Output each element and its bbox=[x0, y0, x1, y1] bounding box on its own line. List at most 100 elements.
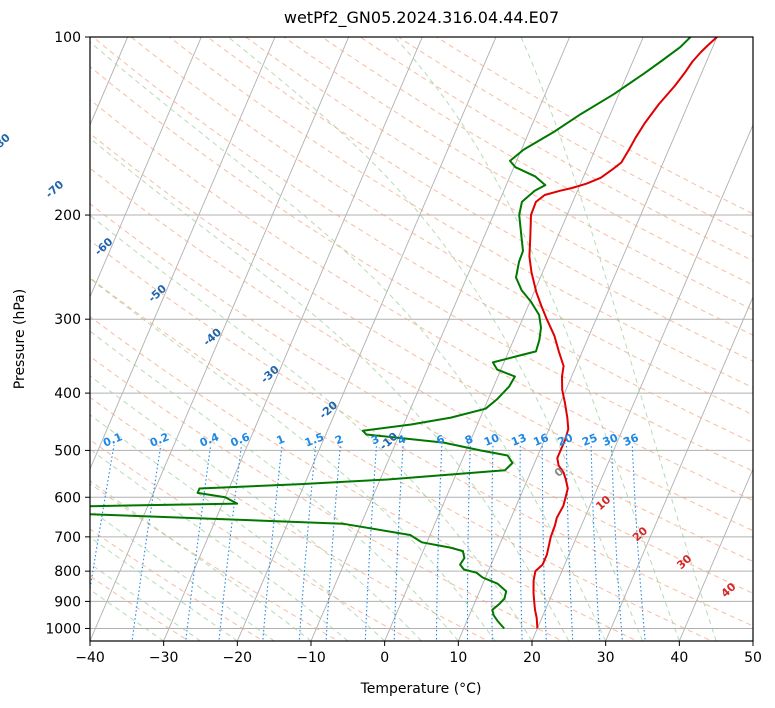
temperature-profile-line bbox=[528, 37, 718, 629]
x-tick-label: −40 bbox=[75, 650, 105, 666]
mixing-ratio-line bbox=[262, 445, 283, 641]
isotherm-label: -30 bbox=[258, 363, 282, 386]
isotherm-line bbox=[163, 37, 423, 641]
mixing-ratio-line bbox=[541, 445, 547, 641]
mixing-ratio-label: 13 bbox=[509, 431, 528, 449]
mixing-ratio-label: 16 bbox=[531, 431, 550, 449]
adiabat-value-label: 10 bbox=[593, 493, 613, 513]
mixing-ratio-line bbox=[590, 445, 601, 641]
moist-adiabat-line bbox=[90, 563, 201, 641]
x-tick-label: 0 bbox=[380, 650, 389, 666]
isotherm-line bbox=[384, 37, 644, 641]
isotherm-label: -40 bbox=[201, 325, 225, 348]
dry-adiabat-line bbox=[92, 37, 753, 444]
isotherm-line bbox=[678, 467, 753, 641]
mixing-ratio-line bbox=[435, 445, 443, 641]
mixing-ratio-line bbox=[519, 445, 523, 641]
moist-adiabat-line bbox=[90, 41, 607, 641]
isotherm-line bbox=[90, 37, 202, 299]
mixing-ratio-label: 6 bbox=[435, 432, 447, 447]
x-tick-label: −30 bbox=[149, 650, 179, 666]
adiabat-value-label: 40 bbox=[719, 580, 739, 600]
moist-adiabat-line bbox=[227, 37, 643, 641]
axes: −40 −30 −20 −10 0 10 20 30 40 5010020030040050060… bbox=[45, 30, 762, 666]
mixing-ratio-label: 3 bbox=[369, 433, 381, 448]
dry-adiabat-line bbox=[90, 239, 753, 627]
mixing-ratio-label: 2 bbox=[333, 433, 345, 448]
moist-adiabat-line bbox=[90, 137, 570, 641]
dry-adiabat-line bbox=[282, 37, 753, 311]
y-tick-label: 500 bbox=[54, 443, 81, 459]
mixing-ratio-label: 36 bbox=[621, 431, 640, 449]
moist-adiabat-line bbox=[520, 37, 717, 641]
dry-adiabat-line bbox=[321, 37, 753, 286]
x-tick-label: 30 bbox=[597, 650, 615, 666]
mixing-ratio-line bbox=[298, 445, 317, 641]
mixing-ratio-label: 25 bbox=[580, 431, 599, 449]
y-axis-label: Pressure (hPa) bbox=[12, 289, 28, 389]
moist-adiabat-line bbox=[90, 414, 386, 641]
moist-adiabat-line bbox=[90, 375, 422, 641]
background-lines bbox=[0, 24, 753, 644]
y-tick-label: 400 bbox=[54, 386, 81, 402]
mixing-ratio-label: 0.1 bbox=[101, 430, 124, 449]
x-tick-label: 10 bbox=[449, 650, 467, 666]
mixing-ratio-line bbox=[466, 445, 471, 641]
x-tick-label: 40 bbox=[670, 650, 688, 666]
dry-adiabat-line bbox=[90, 396, 489, 641]
y-tick-label: 700 bbox=[54, 530, 81, 546]
mixing-ratio-line bbox=[393, 445, 404, 641]
isotherm-line bbox=[605, 295, 753, 641]
mixing-ratio-label: 1.5 bbox=[303, 430, 326, 449]
dry-adiabat-line bbox=[359, 37, 753, 262]
dry-adiabat-line bbox=[168, 37, 753, 389]
mixing-ratio-label: 0.4 bbox=[198, 430, 221, 449]
y-tick-label: 200 bbox=[54, 208, 81, 224]
isotherm-label: -80 bbox=[0, 131, 13, 154]
moist-adiabat-line bbox=[90, 214, 533, 641]
mixing-ratio-line bbox=[631, 445, 646, 641]
mixing-ratio-line bbox=[325, 445, 341, 641]
x-tick-label: 20 bbox=[523, 650, 541, 666]
dry-adiabat-line bbox=[90, 277, 713, 641]
dry-adiabat-line bbox=[90, 528, 265, 641]
y-tick-label: 100 bbox=[54, 30, 81, 46]
dry-adiabat-line bbox=[90, 99, 753, 502]
mixing-ratio-line bbox=[611, 445, 623, 641]
mixing-ratio-label: 1 bbox=[275, 433, 287, 448]
isotherm-line bbox=[236, 37, 497, 641]
moist-adiabat-line bbox=[394, 37, 680, 641]
profile-lines bbox=[90, 37, 718, 630]
line-labels: -100-90-80-70-60-50-40-30-20-100.10.20.4… bbox=[0, 131, 739, 600]
mixing-ratio-line bbox=[565, 445, 574, 641]
dry-adiabat-line bbox=[90, 315, 639, 641]
isotherm-label: -50 bbox=[146, 282, 170, 305]
x-tick-label: −10 bbox=[296, 650, 326, 666]
chart-title: wetPf2_GN05.2024.316.04.44.E07 bbox=[283, 8, 560, 27]
dry-adiabat-line bbox=[397, 37, 753, 238]
dry-adiabat-line bbox=[90, 132, 753, 532]
mixing-ratio-label: 10 bbox=[482, 431, 501, 449]
x-tick-label: 50 bbox=[744, 650, 762, 666]
dry-adiabat-line bbox=[90, 167, 753, 563]
dry-adiabat-line bbox=[90, 575, 190, 641]
moist-adiabat-line bbox=[90, 330, 459, 641]
moist-adiabat-line bbox=[90, 589, 164, 641]
y-tick-label: 300 bbox=[54, 312, 81, 328]
mixing-ratio-label: 20 bbox=[556, 431, 575, 449]
mixing-ratio-line bbox=[364, 445, 378, 641]
dry-adiabat-line bbox=[90, 355, 564, 641]
isotherm-line bbox=[531, 123, 753, 641]
isotherm-label: -70 bbox=[43, 178, 67, 201]
plot-frame bbox=[89, 36, 754, 642]
dry-adiabat-line bbox=[90, 65, 753, 472]
y-tick-label: 800 bbox=[54, 564, 81, 580]
mixing-ratio-line bbox=[185, 445, 212, 641]
dry-adiabat-line bbox=[90, 483, 340, 641]
moist-adiabat-line bbox=[90, 277, 496, 641]
isotherm-line bbox=[752, 639, 753, 641]
y-tick-label: 900 bbox=[54, 594, 81, 610]
y-tick-label: 1000 bbox=[45, 621, 81, 637]
isotherm-line bbox=[0, 24, 60, 644]
mixing-ratio-line bbox=[90, 445, 115, 593]
